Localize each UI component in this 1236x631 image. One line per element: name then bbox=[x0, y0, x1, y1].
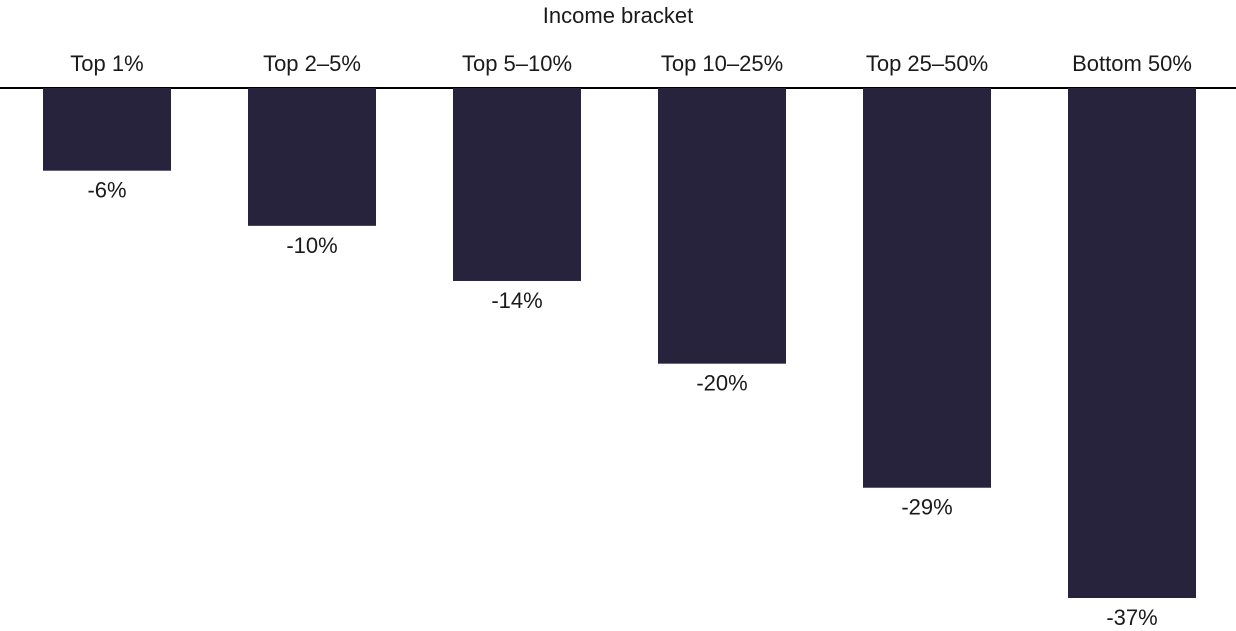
category-label: Top 2–5% bbox=[263, 51, 361, 76]
bar bbox=[1068, 88, 1196, 598]
value-label: -10% bbox=[286, 233, 337, 258]
bars-group bbox=[43, 88, 1196, 598]
bar bbox=[248, 88, 376, 226]
bar bbox=[453, 88, 581, 281]
category-labels: Top 1% Top 2–5% Top 5–10% Top 10–25% Top 25–… bbox=[70, 51, 1192, 76]
category-label: Top 1% bbox=[70, 51, 143, 76]
bar bbox=[863, 88, 991, 488]
bar bbox=[43, 88, 171, 171]
value-label: -14% bbox=[491, 288, 542, 313]
value-labels: -6% -10% -14% -20% -29% -37% bbox=[87, 178, 1157, 630]
category-label: Bottom 50% bbox=[1072, 51, 1192, 76]
value-label: -29% bbox=[901, 495, 952, 520]
bar bbox=[658, 88, 786, 364]
value-label: -20% bbox=[696, 371, 747, 396]
category-label: Top 5–10% bbox=[462, 51, 572, 76]
category-label: Top 10–25% bbox=[661, 51, 783, 76]
value-label: -6% bbox=[87, 178, 126, 203]
value-label: -37% bbox=[1106, 605, 1157, 630]
x-axis-title: Income bracket bbox=[543, 3, 693, 28]
category-label: Top 25–50% bbox=[866, 51, 988, 76]
